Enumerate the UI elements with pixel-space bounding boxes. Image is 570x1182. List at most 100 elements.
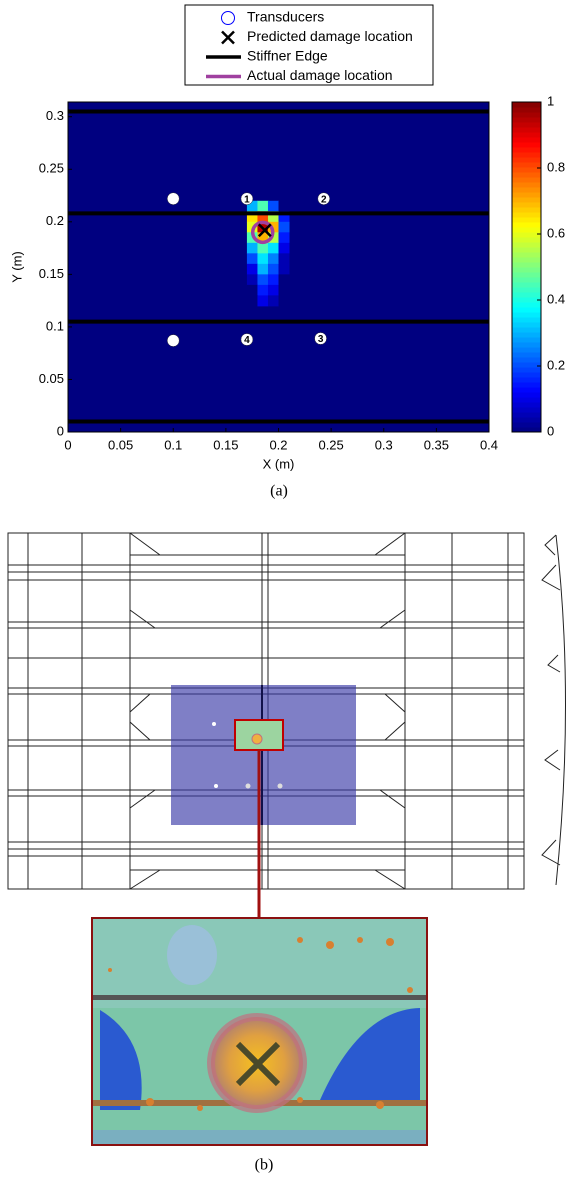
legend-label: Actual damage location <box>247 67 393 83</box>
heat-cell <box>279 243 290 254</box>
colorbar-step <box>512 177 541 183</box>
colorbar-step <box>512 317 541 323</box>
colorbar-step <box>512 187 541 193</box>
colorbar-step <box>512 147 541 153</box>
colorbar-step <box>512 167 541 173</box>
x-tick-label: 0.2 <box>269 437 287 452</box>
colorbar-step <box>512 232 541 238</box>
colorbar-step <box>512 362 541 368</box>
colorbar-step <box>512 162 541 168</box>
heat-cell <box>279 264 290 275</box>
colorbar-step <box>512 322 541 328</box>
colorbar-step <box>512 262 541 268</box>
colorbar-step <box>512 207 541 213</box>
colorbar-step <box>512 377 541 383</box>
heat-cell <box>268 201 279 212</box>
zoom-inset <box>92 918 427 1145</box>
colorbar-step <box>512 217 541 223</box>
y-tick-label: 0.25 <box>39 161 64 176</box>
colorbar-step <box>512 122 541 128</box>
heat-cell <box>268 243 279 254</box>
structure-diagram <box>8 533 566 918</box>
transducer-label: 4 <box>244 335 250 346</box>
colorbar-tick-label: 1 <box>547 93 554 108</box>
heat-cell <box>279 285 290 296</box>
caption: (b) <box>255 1157 274 1174</box>
colorbar-step <box>512 302 541 308</box>
heat-cell <box>257 253 268 264</box>
colorbar-step <box>512 142 541 148</box>
heat-cell <box>257 285 268 296</box>
heat-cell <box>247 243 258 254</box>
legend-label: Transducers <box>247 9 324 25</box>
heat-cell <box>247 253 258 264</box>
colorbar-step <box>512 287 541 293</box>
y-tick-label: 0.2 <box>46 213 64 228</box>
colorbar-step <box>512 422 541 428</box>
transducer-label: 3 <box>318 334 324 345</box>
colorbar-step <box>512 282 541 288</box>
heat-cell <box>257 201 268 212</box>
heat-cell <box>257 274 268 285</box>
colorbar-step <box>512 312 541 318</box>
colorbar-step <box>512 127 541 133</box>
colorbar-step <box>512 172 541 178</box>
x-tick-label: 0.1 <box>164 437 182 452</box>
colorbar-step <box>512 157 541 163</box>
colorbar-step <box>512 307 541 313</box>
transducer-label: 1 <box>244 194 250 205</box>
heat-cell <box>247 295 258 306</box>
colorbar-step <box>512 347 541 353</box>
heat-cell <box>268 285 279 296</box>
colorbar-tick-label: 0.4 <box>547 291 565 306</box>
x-tick-label: 0.4 <box>480 437 498 452</box>
colorbar-step <box>512 297 541 303</box>
colorbar-step <box>512 342 541 348</box>
colorbar-step <box>512 252 541 258</box>
heat-cell <box>268 264 279 275</box>
legend-label: Stiffner Edge <box>247 48 328 64</box>
colorbar-step <box>512 382 541 388</box>
x-tick-label: 0 <box>64 437 71 452</box>
colorbar-step <box>512 137 541 143</box>
colorbar-step <box>512 107 541 113</box>
colorbar-step <box>512 152 541 158</box>
heat-cell <box>247 274 258 285</box>
colorbar-step <box>512 192 541 198</box>
colorbar-step <box>512 352 541 358</box>
y-tick-label: 0.15 <box>39 266 64 281</box>
colorbar-tick-label: 0.2 <box>547 357 565 372</box>
transducer <box>167 335 179 347</box>
x-axis-label: X (m) <box>263 456 295 471</box>
colorbar-step <box>512 387 541 393</box>
heat-cell <box>268 295 279 306</box>
heat-cell <box>279 232 290 243</box>
colorbar-step <box>512 257 541 263</box>
colorbar-step <box>512 407 541 413</box>
colorbar-tick-label: 0.8 <box>547 159 565 174</box>
y-tick-label: 0.05 <box>39 371 64 386</box>
heat-cell <box>279 253 290 264</box>
colorbar-step <box>512 212 541 218</box>
heat-cell <box>279 295 290 306</box>
x-tick-label: 0.15 <box>213 437 238 452</box>
heat-cell <box>279 201 290 212</box>
colorbar-step <box>512 357 541 363</box>
heat-cell <box>268 253 279 264</box>
colorbar-step <box>512 227 541 233</box>
colorbar-tick-label: 0.6 <box>547 225 565 240</box>
heat-cell <box>247 285 258 296</box>
y-tick-label: 0.1 <box>46 318 64 333</box>
transducer <box>167 193 179 205</box>
colorbar-step <box>512 237 541 243</box>
colorbar-step <box>512 292 541 298</box>
figure: (a) (b) <box>0 0 570 1182</box>
colorbar-step <box>512 397 541 403</box>
colorbar-step <box>512 102 541 108</box>
colorbar-step <box>512 247 541 253</box>
colorbar-step <box>512 332 541 338</box>
colorbar-step <box>512 202 541 208</box>
colorbar-step <box>512 242 541 248</box>
heat-cell <box>257 243 268 254</box>
y-tick-label: 0 <box>57 423 64 438</box>
